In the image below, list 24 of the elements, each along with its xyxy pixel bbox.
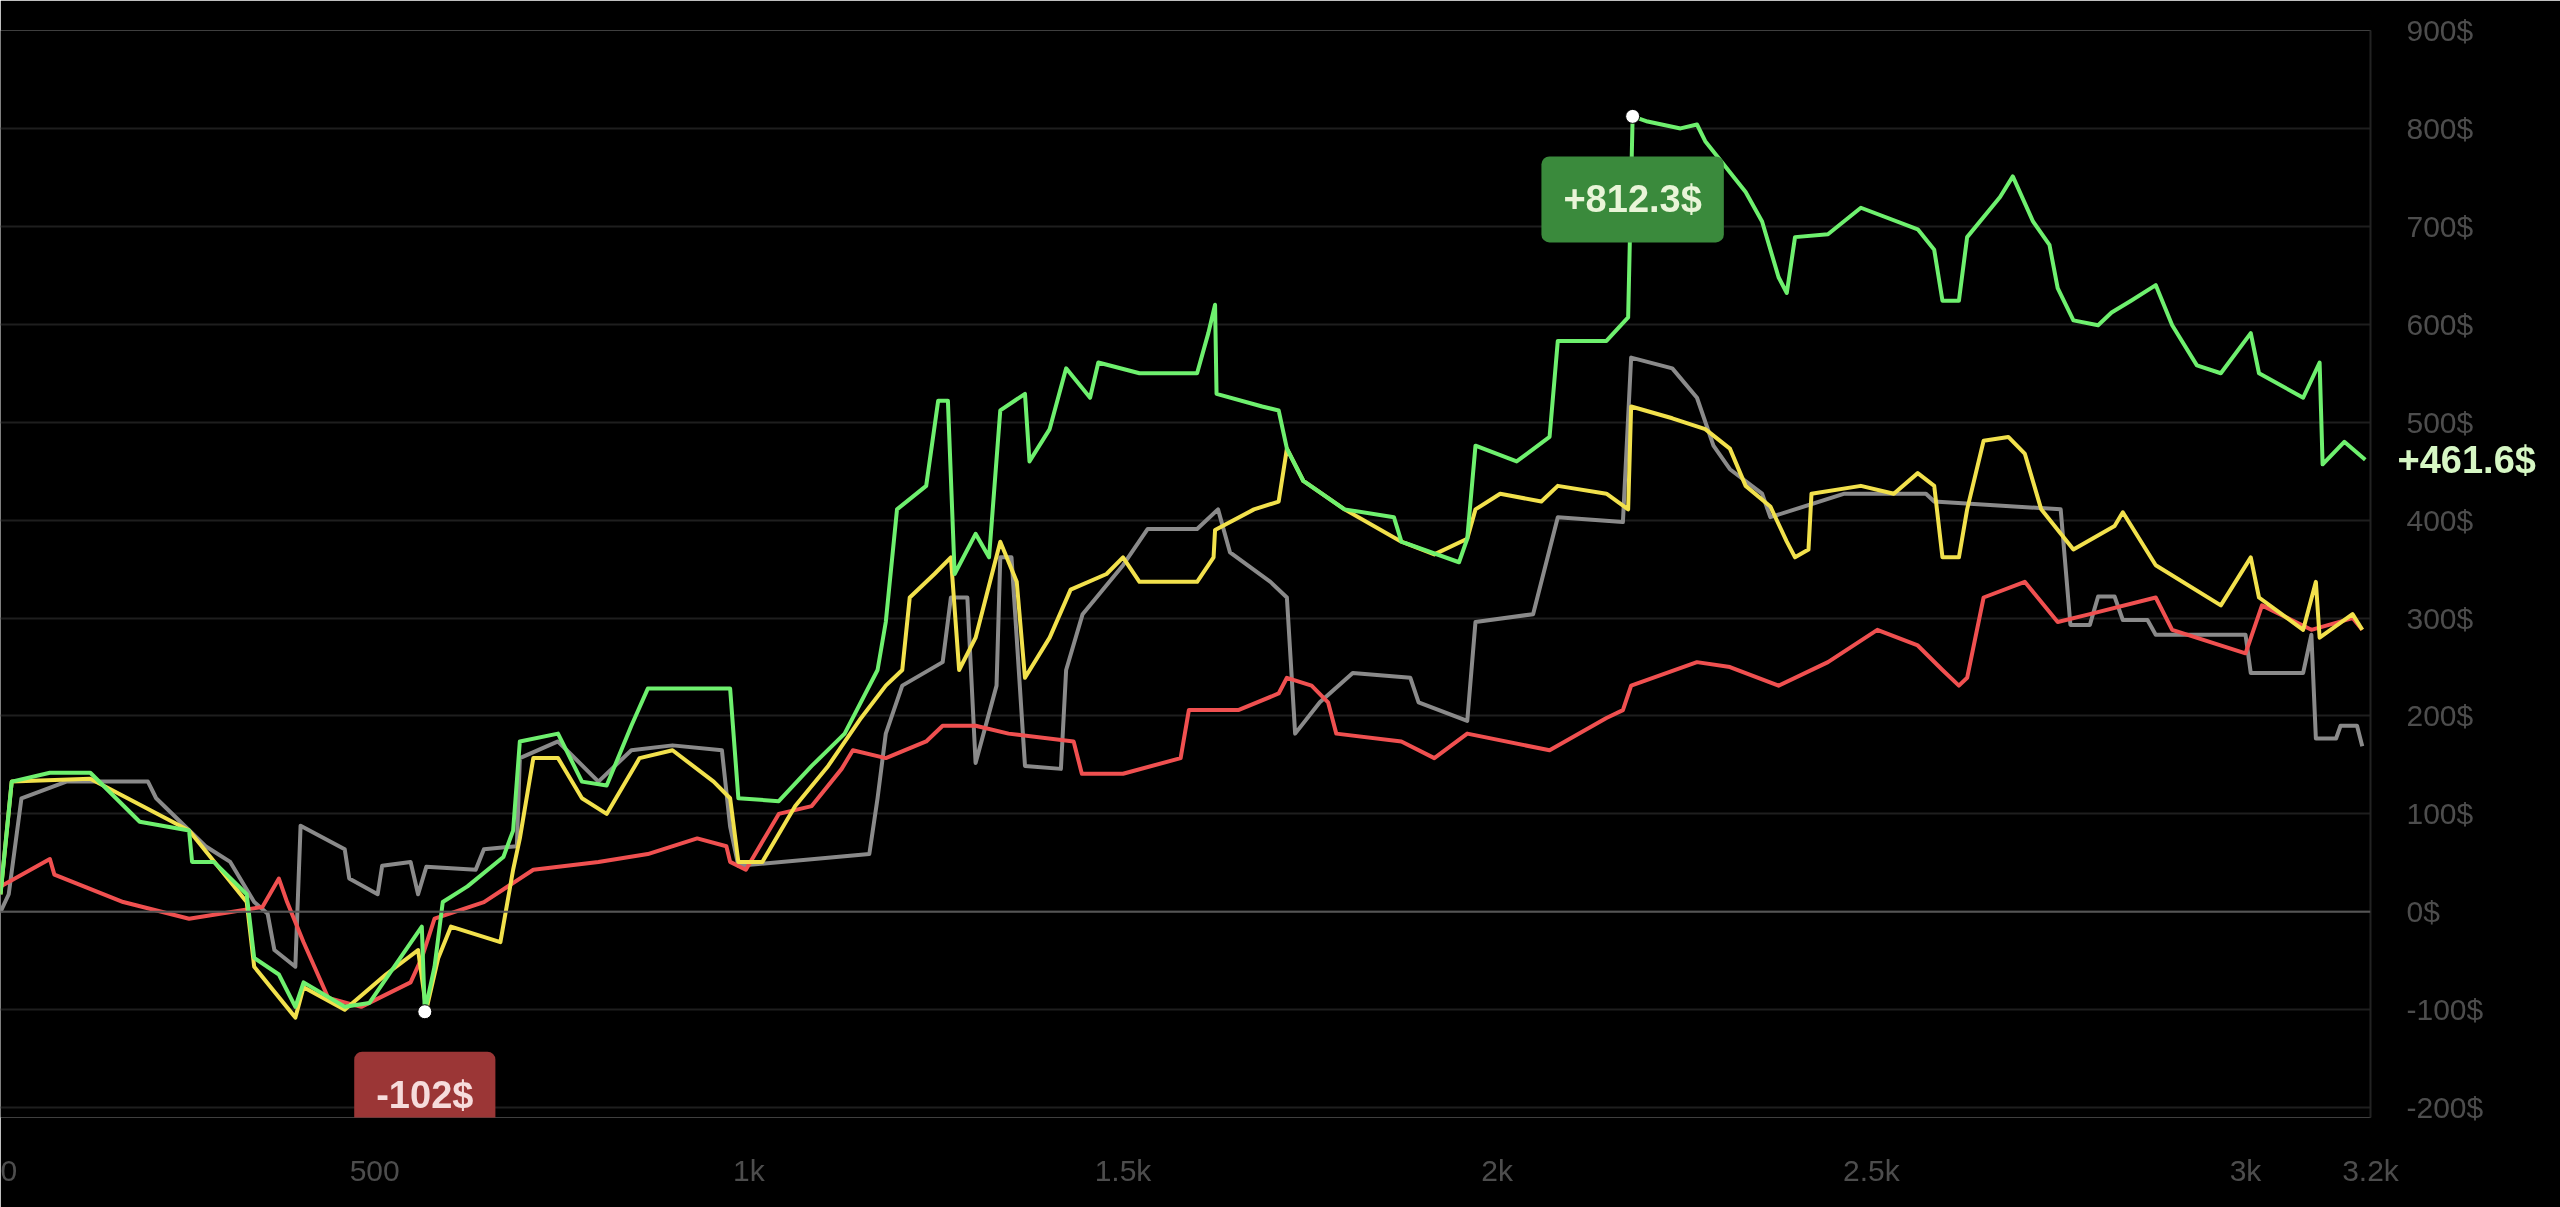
x-tick-label: 2.5k	[1843, 1153, 1901, 1187]
y-tick-label: 100$	[2406, 797, 2474, 831]
x-tick-label: 3k	[2229, 1153, 2263, 1187]
y-tick-label: -100$	[2406, 993, 2484, 1027]
y-tick-label: 600$	[2406, 307, 2474, 341]
x-tick-label: 500	[349, 1153, 400, 1187]
y-tick-label: -200$	[2406, 1091, 2484, 1125]
annotation: +812.3$	[1563, 178, 1702, 221]
x-tick-label: 1.5k	[1094, 1153, 1153, 1187]
y-tick-label: 500$	[2406, 405, 2474, 439]
y-tick-label: 900$	[2406, 14, 2474, 47]
annotation: -102$	[376, 1073, 474, 1116]
y-tick-label: 300$	[2406, 601, 2474, 635]
y-tick-label: 200$	[2406, 699, 2474, 733]
text: +461.6$	[2397, 438, 2536, 481]
x-tick-label: 1k	[733, 1153, 766, 1187]
y-tick-label: 800$	[2406, 111, 2474, 145]
x-tick-label: 2k	[1481, 1153, 1515, 1187]
y-tick-label: 700$	[2406, 209, 2474, 243]
x-tick-label: 3.2k	[2342, 1153, 2400, 1187]
y-tick-label: 0$	[2406, 895, 2441, 929]
y-tick-label: 400$	[2406, 503, 2474, 537]
x-tick-label: 0	[0, 1153, 18, 1187]
line-series	[0, 355, 2365, 969]
